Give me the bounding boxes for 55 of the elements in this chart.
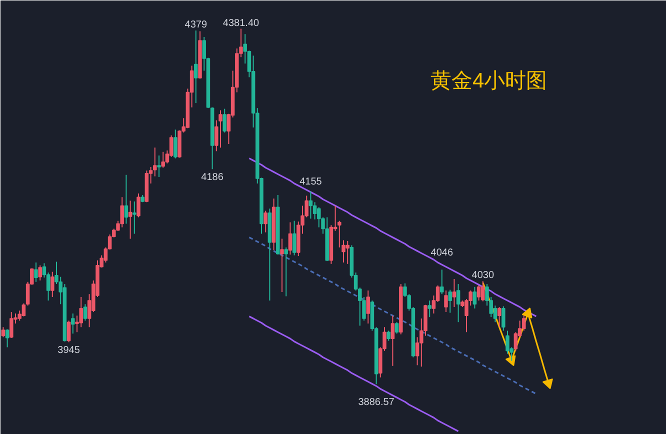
candlestick [476, 284, 481, 302]
candlestick [66, 320, 71, 343]
candlestick [161, 151, 165, 168]
annotation: 4186 [201, 172, 224, 184]
annotation: 4379 [184, 20, 208, 31]
candlestick [284, 246, 288, 297]
candlestick [386, 330, 390, 342]
candlestick [34, 262, 38, 282]
candlestick [71, 312, 75, 334]
candlestick [1, 326, 6, 338]
candlestick [174, 129, 178, 159]
candlestick [308, 190, 313, 220]
candlestick [514, 332, 518, 352]
candlestick [22, 302, 26, 317]
candlestick [452, 278, 456, 308]
candlestick [157, 154, 161, 178]
annotation: 4046 [430, 248, 454, 259]
candlestick [5, 328, 10, 348]
candlestick [222, 108, 226, 133]
candlestick [444, 290, 448, 313]
candlestick [218, 110, 222, 148]
annotation: 4381.40 [222, 18, 260, 29]
candlestick [394, 322, 399, 334]
candlestick [38, 264, 42, 281]
candlestick [124, 174, 128, 224]
candlestick [79, 296, 83, 328]
annotation: 3886.57 [358, 397, 395, 408]
candlestick [288, 222, 292, 256]
candlestick [440, 269, 444, 295]
annotation: 4155 [300, 176, 322, 188]
candlestick [292, 220, 296, 256]
candlestick [472, 286, 477, 309]
candlestick [128, 200, 132, 240]
candlestick [390, 315, 395, 366]
candlestick [312, 202, 317, 220]
annotation: 3945 [58, 345, 80, 356]
candlestick [497, 306, 502, 328]
candlestick [132, 200, 136, 234]
candlestick [50, 271, 54, 298]
candlestick [120, 196, 124, 228]
candlestick [502, 306, 506, 332]
candlestick [136, 193, 140, 218]
candlestick [481, 280, 485, 302]
candlestick [366, 290, 370, 324]
candlestick [280, 238, 284, 292]
candlestick [448, 289, 452, 314]
candlestick [346, 240, 350, 264]
annotation: 4030 [472, 270, 494, 282]
candlestick [194, 30, 198, 104]
candlestick [83, 304, 88, 322]
candlestick [10, 312, 14, 338]
candlestick [264, 210, 268, 233]
candlestick [428, 300, 432, 318]
candlestick [456, 284, 460, 323]
text: 黄金4小时图 [430, 70, 548, 92]
